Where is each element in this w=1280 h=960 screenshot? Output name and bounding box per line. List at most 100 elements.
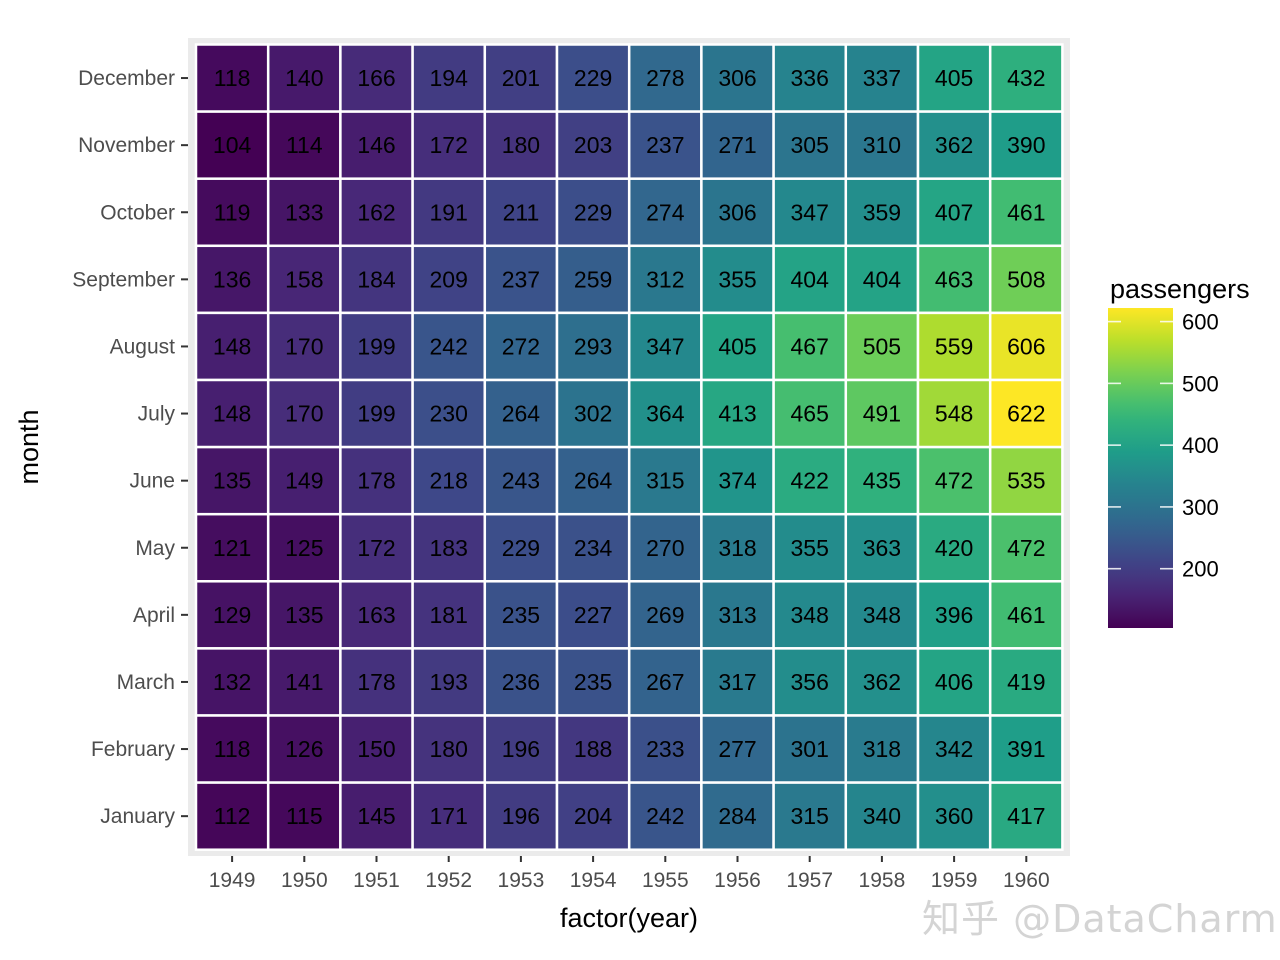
cell-label: 306 — [718, 65, 756, 91]
cell-label: 145 — [357, 803, 395, 829]
cell-label: 264 — [574, 468, 613, 494]
x-tick-label: 1958 — [859, 869, 906, 892]
heatmap-cell — [988, 378, 1064, 449]
heatmap-cell — [700, 43, 775, 113]
cell-label: 114 — [286, 132, 323, 158]
cell-label: 135 — [213, 468, 251, 494]
heatmap-cell — [194, 781, 270, 851]
heatmap-cell — [194, 177, 270, 248]
heatmap-cell — [772, 512, 848, 583]
cell-label: 170 — [285, 401, 323, 427]
cell-label: 218 — [430, 468, 468, 494]
heatmap-cell — [194, 311, 270, 382]
heatmap-cell — [339, 43, 414, 113]
cell-label: 209 — [430, 266, 468, 292]
heatmap-cell — [266, 781, 342, 851]
cell-label: 406 — [935, 669, 973, 695]
x-tick-label: 1953 — [498, 869, 545, 892]
heatmap-cell — [483, 244, 559, 315]
cell-label: 465 — [791, 401, 829, 427]
cell-label: 313 — [718, 602, 756, 628]
heatmap-cell — [988, 177, 1064, 248]
heatmap-cell — [339, 244, 414, 315]
heatmap-cell — [988, 311, 1064, 382]
y-tick-label: January — [100, 805, 175, 828]
cell-label: 274 — [646, 199, 685, 225]
heatmap-cell — [339, 781, 414, 851]
cell-label: 422 — [791, 468, 829, 494]
heatmap-cell — [627, 580, 703, 650]
heatmap-cell — [266, 512, 342, 583]
cell-label: 129 — [213, 602, 251, 628]
cell-label: 360 — [935, 803, 973, 829]
cell-label: 391 — [1007, 736, 1045, 762]
cell-label: 235 — [502, 602, 540, 628]
cell-label: 242 — [430, 333, 468, 359]
heatmap-cell — [194, 647, 270, 717]
cell-label: 229 — [574, 199, 612, 225]
cell-label: 272 — [502, 333, 540, 359]
y-tick-label: May — [135, 537, 175, 560]
cell-label: 264 — [502, 401, 541, 427]
cell-label: 136 — [213, 266, 251, 292]
heatmap-cell — [483, 110, 559, 180]
cell-label: 310 — [863, 132, 901, 158]
cell-label: 163 — [357, 602, 395, 628]
cell-label: 172 — [430, 132, 468, 158]
y-tick-label: February — [91, 738, 176, 761]
heatmap-cell — [700, 781, 775, 851]
heatmap-cell — [555, 177, 631, 248]
heatmap-cell — [700, 244, 775, 315]
cell-label: 302 — [574, 401, 612, 427]
legend-colorbar — [1108, 308, 1173, 628]
cell-label: 183 — [430, 535, 468, 561]
watermark: 知乎 @DataCharm — [922, 897, 1278, 941]
cell-label: 121 — [213, 535, 251, 561]
cell-label: 146 — [357, 132, 395, 158]
cell-label: 104 — [213, 132, 252, 158]
cell-label: 467 — [791, 333, 829, 359]
cell-label: 203 — [574, 132, 612, 158]
heatmap-cell — [194, 714, 270, 784]
cell-label: 149 — [285, 468, 323, 494]
cell-label: 461 — [1007, 602, 1045, 628]
cell-label: 355 — [791, 535, 829, 561]
cell-label: 318 — [718, 535, 756, 561]
cell-label: 140 — [285, 65, 323, 91]
cell-label: 340 — [863, 803, 901, 829]
cell-label: 559 — [935, 333, 973, 359]
cell-label: 242 — [646, 803, 684, 829]
heatmap-cell — [266, 580, 342, 650]
cell-label: 191 — [430, 199, 468, 225]
cell-label: 417 — [1007, 803, 1045, 829]
heatmap-cell — [483, 378, 559, 449]
cell-label: 301 — [791, 736, 829, 762]
cell-label: 229 — [574, 65, 612, 91]
cell-label: 374 — [718, 468, 757, 494]
cell-label: 363 — [863, 535, 901, 561]
heatmap-cell — [627, 445, 703, 516]
legend-tick-label: 500 — [1182, 371, 1219, 396]
cell-label: 171 — [430, 803, 468, 829]
cell-label: 119 — [214, 199, 251, 225]
cell-label: 237 — [646, 132, 684, 158]
cell-label: 170 — [285, 333, 323, 359]
heatmap-cell — [411, 445, 487, 516]
heatmap-cell — [988, 512, 1064, 583]
heatmap-cell — [266, 378, 342, 449]
cell-label: 347 — [646, 333, 684, 359]
cell-label: 233 — [646, 736, 684, 762]
heatmap-cell — [700, 311, 775, 382]
y-axis-title: month — [14, 409, 44, 484]
heatmap-cell — [194, 110, 270, 180]
cell-label: 348 — [791, 602, 829, 628]
cell-label: 271 — [718, 132, 756, 158]
cell-label: 196 — [502, 736, 540, 762]
heatmap-cell — [483, 580, 559, 650]
cell-label: 162 — [357, 199, 395, 225]
cell-label: 390 — [1007, 132, 1045, 158]
cell-label: 166 — [357, 65, 395, 91]
heatmap-cell — [339, 110, 414, 180]
cell-label: 413 — [718, 401, 756, 427]
cell-label: 243 — [502, 468, 540, 494]
